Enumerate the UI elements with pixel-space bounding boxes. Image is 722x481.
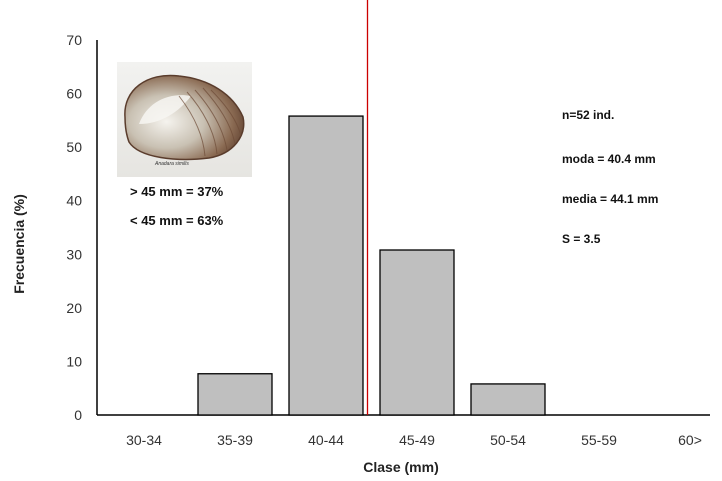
y-axis-title: Frecuencia (%) [11, 194, 27, 294]
bars [197, 115, 546, 416]
x-tick-label: 40-44 [308, 432, 344, 448]
bar [379, 249, 455, 416]
bar [470, 383, 546, 416]
stat-media: media = 44.1 mm [562, 192, 659, 206]
x-tick-label: 35-39 [217, 432, 253, 448]
x-tick-label: 30-34 [126, 432, 162, 448]
y-tick-label: 30 [66, 246, 82, 262]
y-tick-label: 20 [66, 300, 82, 316]
x-axis-title: Clase (mm) [363, 459, 438, 475]
y-tick-label: 50 [66, 139, 82, 155]
stat-moda: moda = 40.4 mm [562, 152, 656, 166]
clam-shell-icon [124, 74, 245, 161]
stat-s: S = 3.5 [562, 232, 601, 246]
x-tick-label: 55-59 [581, 432, 617, 448]
shell-photo: Anadara similis [117, 62, 252, 177]
above-45-annotation: > 45 mm = 37% [130, 184, 224, 199]
x-tick-label: 60> [678, 432, 702, 448]
y-tick-label: 10 [66, 353, 82, 369]
bar [197, 373, 273, 416]
bar [288, 115, 364, 416]
x-tick-label: 45-49 [399, 432, 435, 448]
x-tick-labels: 30-34 35-39 40-44 45-49 50-54 55-59 60> [126, 432, 702, 448]
photo-caption: Anadara similis [155, 161, 189, 167]
stat-n: n=52 ind. [562, 108, 615, 122]
y-tick-label: 0 [74, 407, 82, 423]
y-tick-label: 70 [66, 32, 82, 48]
below-45-annotation: < 45 mm = 63% [130, 213, 224, 228]
x-tick-label: 50-54 [490, 432, 526, 448]
y-tick-label: 60 [66, 86, 82, 102]
y-tick-labels: 0 10 20 30 40 50 60 70 [66, 32, 82, 423]
y-tick-label: 40 [66, 193, 82, 209]
